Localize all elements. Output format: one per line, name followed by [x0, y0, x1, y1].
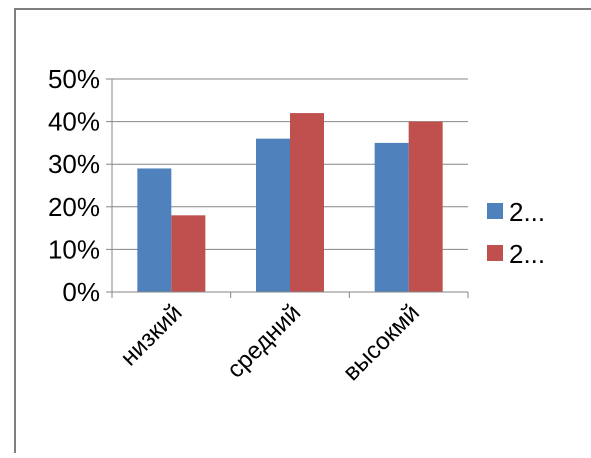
legend-label-series-2: 2... — [509, 239, 545, 269]
legend-swatch-series-1 — [487, 203, 503, 219]
x-category-label: средний — [222, 299, 306, 383]
x-category-label: низкий — [115, 299, 187, 371]
axes — [111, 79, 469, 298]
y-tick-label: 20% — [48, 192, 100, 222]
y-tick-label: 0% — [62, 277, 100, 307]
bar-низкий-series-1 — [137, 168, 172, 292]
chart-area-border — [14, 8, 591, 458]
axis-labels: 0% 10% 20% 30% 40% 50% низкий средний высокмй — [48, 64, 425, 386]
bars — [137, 113, 443, 292]
bar-средний-series-2 — [290, 113, 324, 292]
legend: 2... 2... — [487, 197, 545, 269]
x-category-label: высокмй — [338, 299, 425, 386]
y-tick-label: 50% — [48, 64, 100, 94]
legend-label-series-1: 2... — [509, 197, 545, 227]
legend-swatch-series-2 — [487, 245, 503, 261]
y-tick-label: 10% — [48, 234, 100, 264]
y-tick-label: 30% — [48, 149, 100, 179]
y-tick-label: 40% — [48, 107, 100, 137]
bar-высокмй-series-2 — [408, 121, 443, 292]
bar-высокмй-series-1 — [374, 142, 409, 292]
bar-средний-series-1 — [256, 138, 290, 292]
bar-низкий-series-2 — [171, 215, 206, 292]
